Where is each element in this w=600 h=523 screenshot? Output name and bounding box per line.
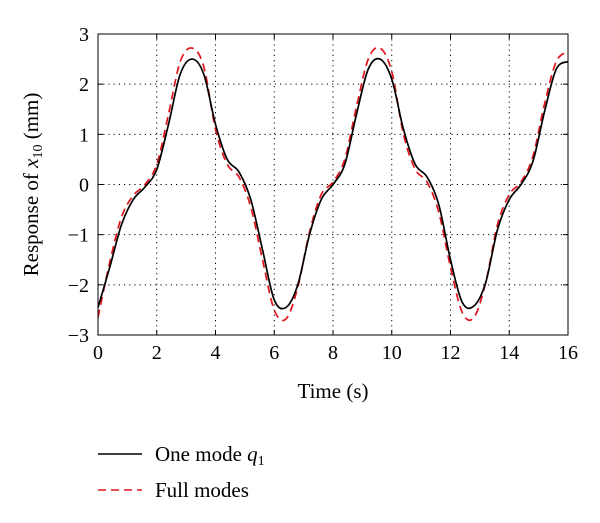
x-tick-label: 4 — [211, 342, 221, 364]
series-lines — [97, 46, 569, 322]
y-tick-label: 1 — [79, 124, 89, 146]
legend-label-full-modes: Full modes — [155, 478, 249, 502]
legend-label-one-mode-sub: 1 — [258, 454, 265, 469]
axis-ticks — [97, 33, 569, 336]
legend-label-one-mode: One mode q1 — [155, 442, 265, 469]
y-tick-label: 2 — [79, 74, 89, 96]
y-axis-label-sub: 10 — [31, 145, 46, 159]
y-tick-label: −2 — [68, 275, 89, 297]
y-axis-label-prefix: Response of — [19, 168, 43, 277]
y-tick-label: −1 — [68, 225, 89, 247]
x-tick-label: 2 — [152, 342, 162, 364]
legend-label-one-mode-prefix: One mode — [155, 442, 247, 466]
x-axis-label: Time (s) — [298, 379, 369, 403]
y-axis-label-suffix: (mm) — [19, 93, 43, 145]
x-tick-label: 0 — [93, 342, 103, 364]
x-tick-label: 6 — [269, 342, 279, 364]
x-tick-label: 8 — [328, 342, 338, 364]
y-tick-label: −3 — [68, 325, 89, 347]
x-tick-label: 10 — [382, 342, 402, 364]
x-tick-label: 14 — [499, 342, 519, 364]
legend: One mode q1 Full modes — [98, 442, 265, 502]
y-tick-label: 0 — [79, 175, 89, 197]
x-tick-label: 12 — [441, 342, 461, 364]
series-one-mode-line — [97, 57, 569, 310]
y-tick-label: 3 — [79, 24, 89, 46]
legend-label-one-mode-var: q — [247, 442, 258, 466]
y-axis-label-var: x — [19, 158, 43, 169]
y-axis-label: Response of x10 (mm) — [19, 93, 46, 277]
x-tick-label: 16 — [558, 342, 578, 364]
